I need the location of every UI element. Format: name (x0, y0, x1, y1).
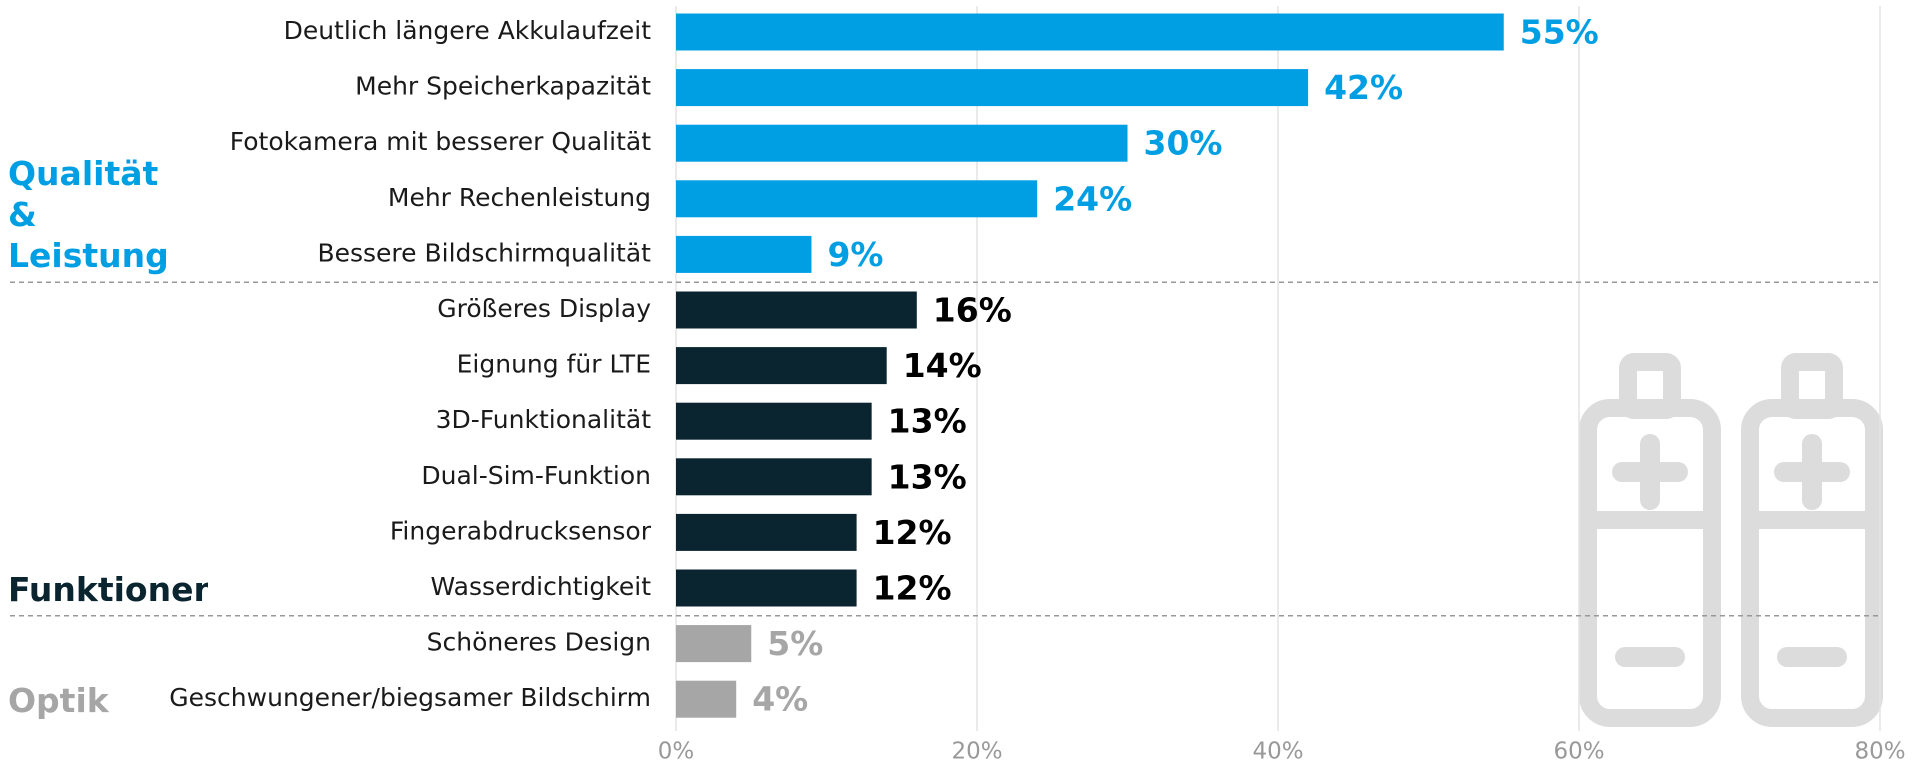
bar (676, 69, 1309, 107)
value-label: 12% (873, 569, 952, 608)
category-label: Eignung für LTE (457, 350, 651, 379)
category-label: Deutlich längere Akkulaufzeit (284, 16, 652, 45)
bar (676, 235, 812, 273)
group-label-box: Qualität & Leistung (8, 153, 169, 276)
value-label: 4% (752, 680, 808, 719)
bar (676, 291, 917, 329)
x-tick-label: 60% (1553, 739, 1604, 765)
group-label: Funktionen (8, 569, 208, 609)
bar (676, 625, 752, 663)
value-label: 13% (888, 457, 967, 496)
bar (676, 680, 737, 718)
category-label: Bessere Bildschirmqualität (317, 238, 651, 267)
value-label: 16% (933, 291, 1012, 330)
bar (676, 513, 857, 551)
category-label: Fotokamera mit besserer Qualität (230, 127, 651, 156)
value-label: 12% (873, 513, 952, 552)
category-label: Geschwungener/biegsamer Bildschirm (169, 683, 651, 712)
value-label: 13% (888, 402, 967, 441)
bar (676, 180, 1038, 218)
value-label: 5% (767, 624, 823, 663)
group-label-box: Funktionen (8, 569, 208, 609)
category-label: Fingerabdrucksensor (390, 516, 652, 545)
value-label: 24% (1053, 179, 1132, 218)
category-label: Wasserdichtigkeit (431, 572, 652, 601)
bar (676, 124, 1128, 162)
group-label: Optik (8, 680, 109, 720)
value-label: 30% (1144, 124, 1223, 163)
group-label-box: Optik (8, 680, 109, 720)
group-label: Qualität & Leistung (8, 153, 169, 276)
category-label: Dual-Sim-Funktion (421, 461, 651, 490)
x-tick-label: 40% (1252, 739, 1303, 765)
category-label: Größeres Display (437, 294, 651, 323)
value-label: 14% (903, 346, 982, 385)
category-label: 3D-Funktionalität (436, 405, 652, 434)
value-label: 9% (827, 235, 883, 274)
bar (676, 402, 872, 440)
bar (676, 569, 857, 607)
category-label: Mehr Rechenleistung (388, 183, 651, 212)
category-label: Mehr Speicherkapazität (355, 72, 651, 101)
x-tick-label: 80% (1854, 739, 1905, 765)
x-tick-label: 0% (658, 739, 695, 765)
bar (676, 347, 887, 385)
battery-icon (1579, 353, 1883, 727)
value-label: 55% (1520, 13, 1599, 52)
bar (676, 458, 872, 496)
x-tick-label: 20% (951, 739, 1002, 765)
bar (676, 13, 1504, 51)
category-label: Schöneres Design (427, 628, 651, 657)
value-label: 42% (1324, 68, 1403, 107)
